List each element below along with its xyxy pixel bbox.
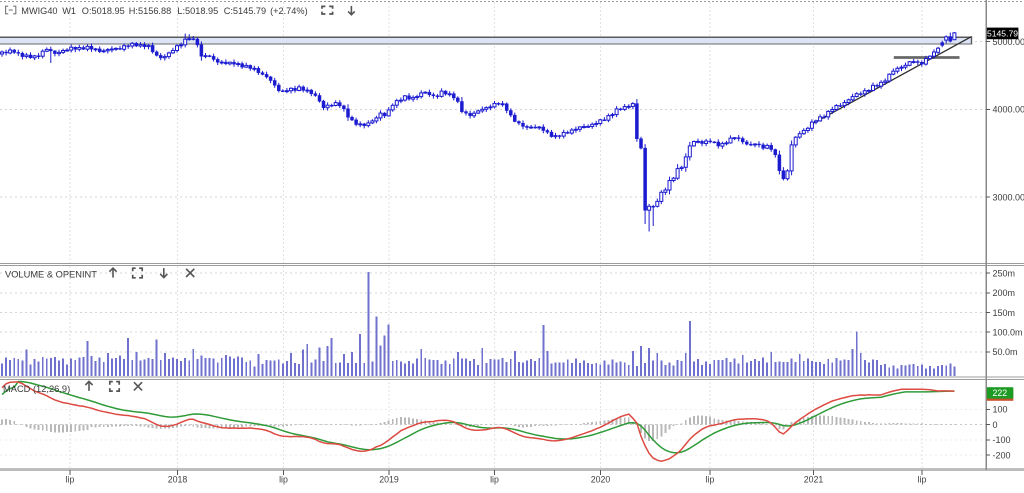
svg-text:100.0m: 100.0m bbox=[993, 328, 1023, 338]
svg-text:MWIG40: MWIG40 bbox=[21, 6, 57, 16]
svg-text:200m: 200m bbox=[993, 288, 1016, 298]
svg-text:100: 100 bbox=[993, 405, 1008, 415]
svg-text:2019: 2019 bbox=[379, 475, 399, 485]
svg-text:5000.00: 5000.00 bbox=[993, 37, 1024, 47]
svg-text:VOLUME & OPENINT: VOLUME & OPENINT bbox=[5, 269, 97, 279]
svg-text:C:5145.79: C:5145.79 bbox=[224, 6, 266, 16]
svg-text:O:5018.95: O:5018.95 bbox=[82, 6, 125, 16]
svg-text:L:5018.95: L:5018.95 bbox=[177, 6, 218, 16]
svg-text:-200: -200 bbox=[993, 450, 1011, 460]
svg-text:W1: W1 bbox=[62, 6, 76, 16]
svg-text:3000.00: 3000.00 bbox=[993, 192, 1024, 202]
svg-text:lip: lip bbox=[279, 475, 288, 485]
svg-text:H:5156.88: H:5156.88 bbox=[129, 6, 171, 16]
svg-text:50.0m: 50.0m bbox=[993, 347, 1018, 357]
svg-text:2021: 2021 bbox=[804, 475, 824, 485]
svg-text:222: 222 bbox=[992, 388, 1007, 398]
svg-text:lip: lip bbox=[66, 475, 75, 485]
svg-text:2020: 2020 bbox=[591, 475, 611, 485]
svg-text:2018: 2018 bbox=[168, 475, 188, 485]
svg-text:lip: lip bbox=[490, 475, 499, 485]
svg-text:150m: 150m bbox=[993, 308, 1016, 318]
svg-text:-100: -100 bbox=[993, 435, 1011, 445]
svg-text:lip: lip bbox=[706, 475, 715, 485]
svg-text:5145.79: 5145.79 bbox=[987, 29, 1018, 39]
svg-text:0: 0 bbox=[993, 420, 998, 430]
svg-text:250m: 250m bbox=[993, 268, 1016, 278]
svg-text:4000.00: 4000.00 bbox=[993, 105, 1024, 115]
svg-text:lip: lip bbox=[918, 475, 927, 485]
svg-text:(+2.74%): (+2.74%) bbox=[270, 6, 308, 16]
svg-text:MACD (12,26,9): MACD (12,26,9) bbox=[3, 384, 70, 394]
